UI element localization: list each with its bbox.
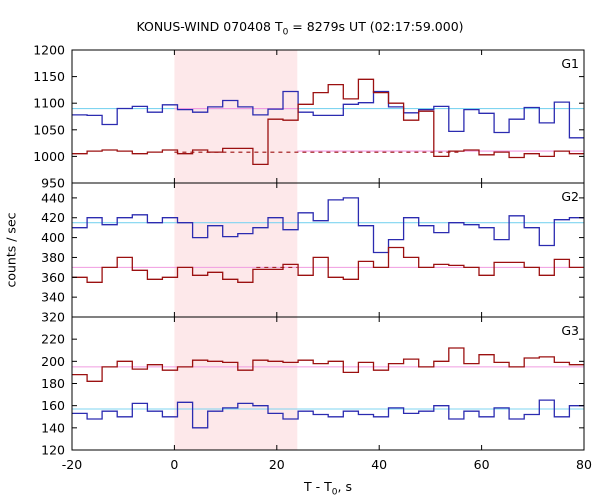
g1-ytick-label: 1100	[33, 96, 65, 111]
xtick-label: -20	[62, 457, 82, 472]
xtick-label: 60	[474, 457, 490, 472]
g1-red-series	[72, 78, 584, 166]
xtick-label: 40	[371, 457, 387, 472]
g2-blue-series	[72, 197, 584, 254]
x-axis-label: T - T0, s	[304, 479, 352, 498]
g2-ytick-label: 380	[41, 250, 65, 265]
g3-ytick-label: 200	[41, 354, 65, 369]
g3-panel-frame	[71, 316, 585, 451]
g3-ytick-label: 120	[41, 443, 65, 458]
chart-title: KONUS-WIND 070408 T0 = 8279s UT (02:17:5…	[136, 19, 464, 38]
g1-blue-series	[72, 90, 584, 139]
g2-panel-label: G2	[561, 189, 579, 204]
g3-ytick-label: 160	[41, 398, 65, 413]
g3-ytick-label: 180	[41, 376, 65, 391]
g1-panel-frame	[71, 49, 585, 184]
g3-red-series	[72, 347, 584, 382]
y-axis-label: counts / sec	[3, 212, 19, 288]
g1-panel-label: G1	[561, 56, 579, 71]
xtick-label: 80	[576, 457, 592, 472]
g2-ytick-label: 360	[41, 270, 65, 285]
g1-ytick-label: 1150	[33, 69, 65, 84]
g1-ytick-label: 950	[41, 176, 65, 191]
g2-ytick-label: 320	[41, 310, 65, 325]
g3-blue-series	[72, 399, 584, 429]
g1-ytick-label: 1200	[33, 43, 65, 58]
g2-ytick-label: 340	[41, 290, 65, 305]
xtick-label: 0	[170, 457, 178, 472]
g2-ytick-label: 400	[41, 230, 65, 245]
g2-red-series	[72, 246, 584, 283]
xtick-label: 20	[269, 457, 285, 472]
g3-panel-label: G3	[561, 323, 579, 338]
g2-ytick-label: 420	[41, 210, 65, 225]
g3-ytick-label: 140	[41, 420, 65, 435]
g2-ytick-label: 440	[41, 190, 65, 205]
g3-ytick-label: 220	[41, 332, 65, 347]
g1-ytick-label: 1000	[33, 149, 65, 164]
g1-ytick-label: 1050	[33, 122, 65, 137]
shaded-interval	[174, 50, 298, 450]
